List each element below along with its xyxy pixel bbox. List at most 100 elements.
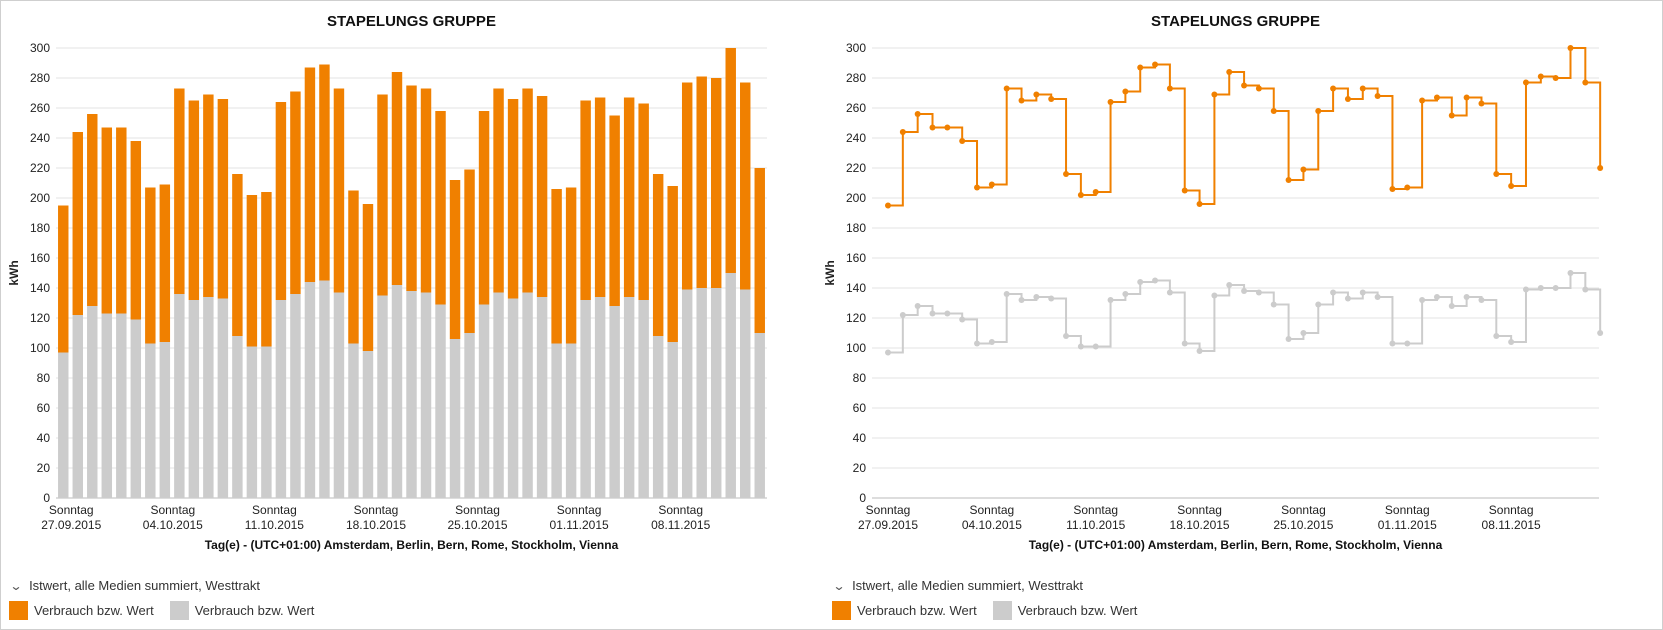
data-point-grey[interactable]	[1092, 343, 1099, 350]
data-point-orange[interactable]	[1433, 94, 1440, 101]
data-point-orange[interactable]	[1330, 85, 1337, 92]
data-point-orange[interactable]	[1255, 85, 1262, 92]
data-point-orange[interactable]	[1389, 186, 1396, 192]
data-point-grey[interactable]	[1597, 330, 1604, 336]
bar-segment-orange[interactable]	[377, 94, 388, 296]
bar-segment-orange[interactable]	[58, 205, 69, 353]
bar-segment-orange[interactable]	[522, 88, 533, 293]
data-point-orange[interactable]	[1211, 91, 1218, 98]
bar-segment-orange[interactable]	[145, 187, 156, 344]
bar-segment-orange[interactable]	[754, 168, 765, 333]
data-point-orange[interactable]	[1315, 108, 1322, 114]
data-point-grey[interactable]	[1359, 289, 1366, 296]
data-point-orange[interactable]	[1374, 93, 1381, 99]
data-point-grey[interactable]	[1567, 270, 1574, 276]
bar-segment-grey[interactable]	[174, 294, 185, 498]
data-point-grey[interactable]	[1137, 279, 1144, 285]
bar-segment-grey[interactable]	[87, 306, 98, 498]
bar-segment-grey[interactable]	[319, 280, 330, 499]
bar-segment-grey[interactable]	[58, 352, 69, 499]
bar-segment-orange[interactable]	[609, 115, 620, 307]
bar-segment-orange[interactable]	[652, 174, 664, 336]
data-point-grey[interactable]	[1241, 288, 1248, 294]
bar-segment-orange[interactable]	[623, 97, 635, 298]
data-point-orange[interactable]	[1166, 85, 1173, 92]
bar-segment-grey[interactable]	[261, 346, 272, 499]
bar-segment-grey[interactable]	[290, 294, 301, 498]
data-point-orange[interactable]	[1419, 97, 1426, 104]
bar-segment-orange[interactable]	[667, 186, 678, 342]
legend-item-orange[interactable]: Verbrauch bzw. Wert	[832, 601, 977, 620]
bar-segment-orange[interactable]	[87, 114, 98, 306]
bar-segment-grey[interactable]	[406, 291, 417, 498]
bar-segment-grey[interactable]	[348, 343, 359, 499]
data-point-grey[interactable]	[1181, 340, 1188, 347]
data-point-grey[interactable]	[1493, 333, 1500, 339]
bar-segment-grey[interactable]	[377, 295, 388, 499]
bar-segment-grey[interactable]	[681, 289, 693, 499]
data-point-orange[interactable]	[1552, 75, 1559, 81]
data-point-grey[interactable]	[899, 312, 906, 318]
bar-segment-orange[interactable]	[391, 72, 403, 285]
bar-segment-orange[interactable]	[420, 88, 432, 293]
data-point-orange[interactable]	[1226, 69, 1233, 75]
bar-segment-grey[interactable]	[217, 298, 229, 499]
bar-segment-grey[interactable]	[536, 297, 548, 498]
data-point-orange[interactable]	[1107, 99, 1114, 105]
data-point-grey[interactable]	[1537, 285, 1544, 291]
data-point-orange[interactable]	[929, 124, 936, 131]
bar-segment-orange[interactable]	[319, 64, 330, 281]
bar-segment-grey[interactable]	[696, 288, 707, 498]
bar-segment-orange[interactable]	[435, 111, 446, 305]
bar-segment-grey[interactable]	[638, 300, 649, 498]
bar-segment-orange[interactable]	[551, 189, 562, 344]
data-point-grey[interactable]	[1226, 282, 1233, 288]
data-point-grey[interactable]	[1522, 286, 1529, 293]
legend-group-toggle[interactable]: ⌄ Istwert, alle Medien summiert, Westtra…	[9, 578, 260, 593]
bar-segment-orange[interactable]	[203, 94, 214, 298]
bar-segment-grey[interactable]	[507, 298, 519, 499]
data-point-grey[interactable]	[1374, 294, 1381, 300]
data-point-orange[interactable]	[1359, 85, 1366, 92]
bar-segment-orange[interactable]	[362, 204, 374, 351]
bar-segment-grey[interactable]	[203, 297, 214, 498]
bar-segment-grey[interactable]	[72, 315, 83, 498]
data-point-grey[interactable]	[1285, 336, 1292, 342]
bar-segment-grey[interactable]	[754, 333, 765, 498]
bar-segment-orange[interactable]	[507, 99, 519, 299]
bar-segment-grey[interactable]	[565, 343, 577, 499]
bar-segment-orange[interactable]	[261, 192, 272, 347]
bar-segment-grey[interactable]	[594, 297, 606, 498]
data-point-orange[interactable]	[914, 111, 921, 117]
data-point-orange[interactable]	[1018, 97, 1025, 104]
data-point-orange[interactable]	[1508, 183, 1515, 189]
data-point-orange[interactable]	[1448, 112, 1455, 119]
data-point-grey[interactable]	[1433, 294, 1440, 300]
bar-segment-grey[interactable]	[725, 273, 736, 498]
bar-segment-grey[interactable]	[710, 288, 722, 498]
bar-segment-orange[interactable]	[217, 99, 229, 299]
data-point-orange[interactable]	[1077, 192, 1084, 198]
bar-segment-orange[interactable]	[304, 67, 316, 283]
bar-segment-grey[interactable]	[420, 292, 432, 499]
data-point-grey[interactable]	[1270, 301, 1277, 308]
data-point-orange[interactable]	[1537, 73, 1544, 80]
data-point-grey[interactable]	[1300, 330, 1307, 336]
bar-segment-grey[interactable]	[464, 333, 475, 498]
data-point-orange[interactable]	[1092, 189, 1099, 195]
data-point-grey[interactable]	[974, 340, 981, 347]
data-point-orange[interactable]	[988, 181, 995, 188]
bar-segment-orange[interactable]	[348, 190, 359, 344]
bar-segment-orange[interactable]	[449, 180, 461, 339]
data-point-orange[interactable]	[1270, 108, 1277, 114]
data-point-orange[interactable]	[1152, 61, 1159, 68]
bar-segment-grey[interactable]	[478, 304, 490, 499]
bar-segment-grey[interactable]	[580, 300, 591, 498]
bar-segment-grey[interactable]	[551, 343, 562, 499]
data-point-orange[interactable]	[885, 202, 891, 209]
data-point-grey[interactable]	[1003, 291, 1010, 297]
data-point-grey[interactable]	[1330, 289, 1337, 296]
bar-segment-orange[interactable]	[290, 91, 301, 295]
data-point-grey[interactable]	[1419, 297, 1426, 303]
data-point-orange[interactable]	[1478, 100, 1485, 107]
